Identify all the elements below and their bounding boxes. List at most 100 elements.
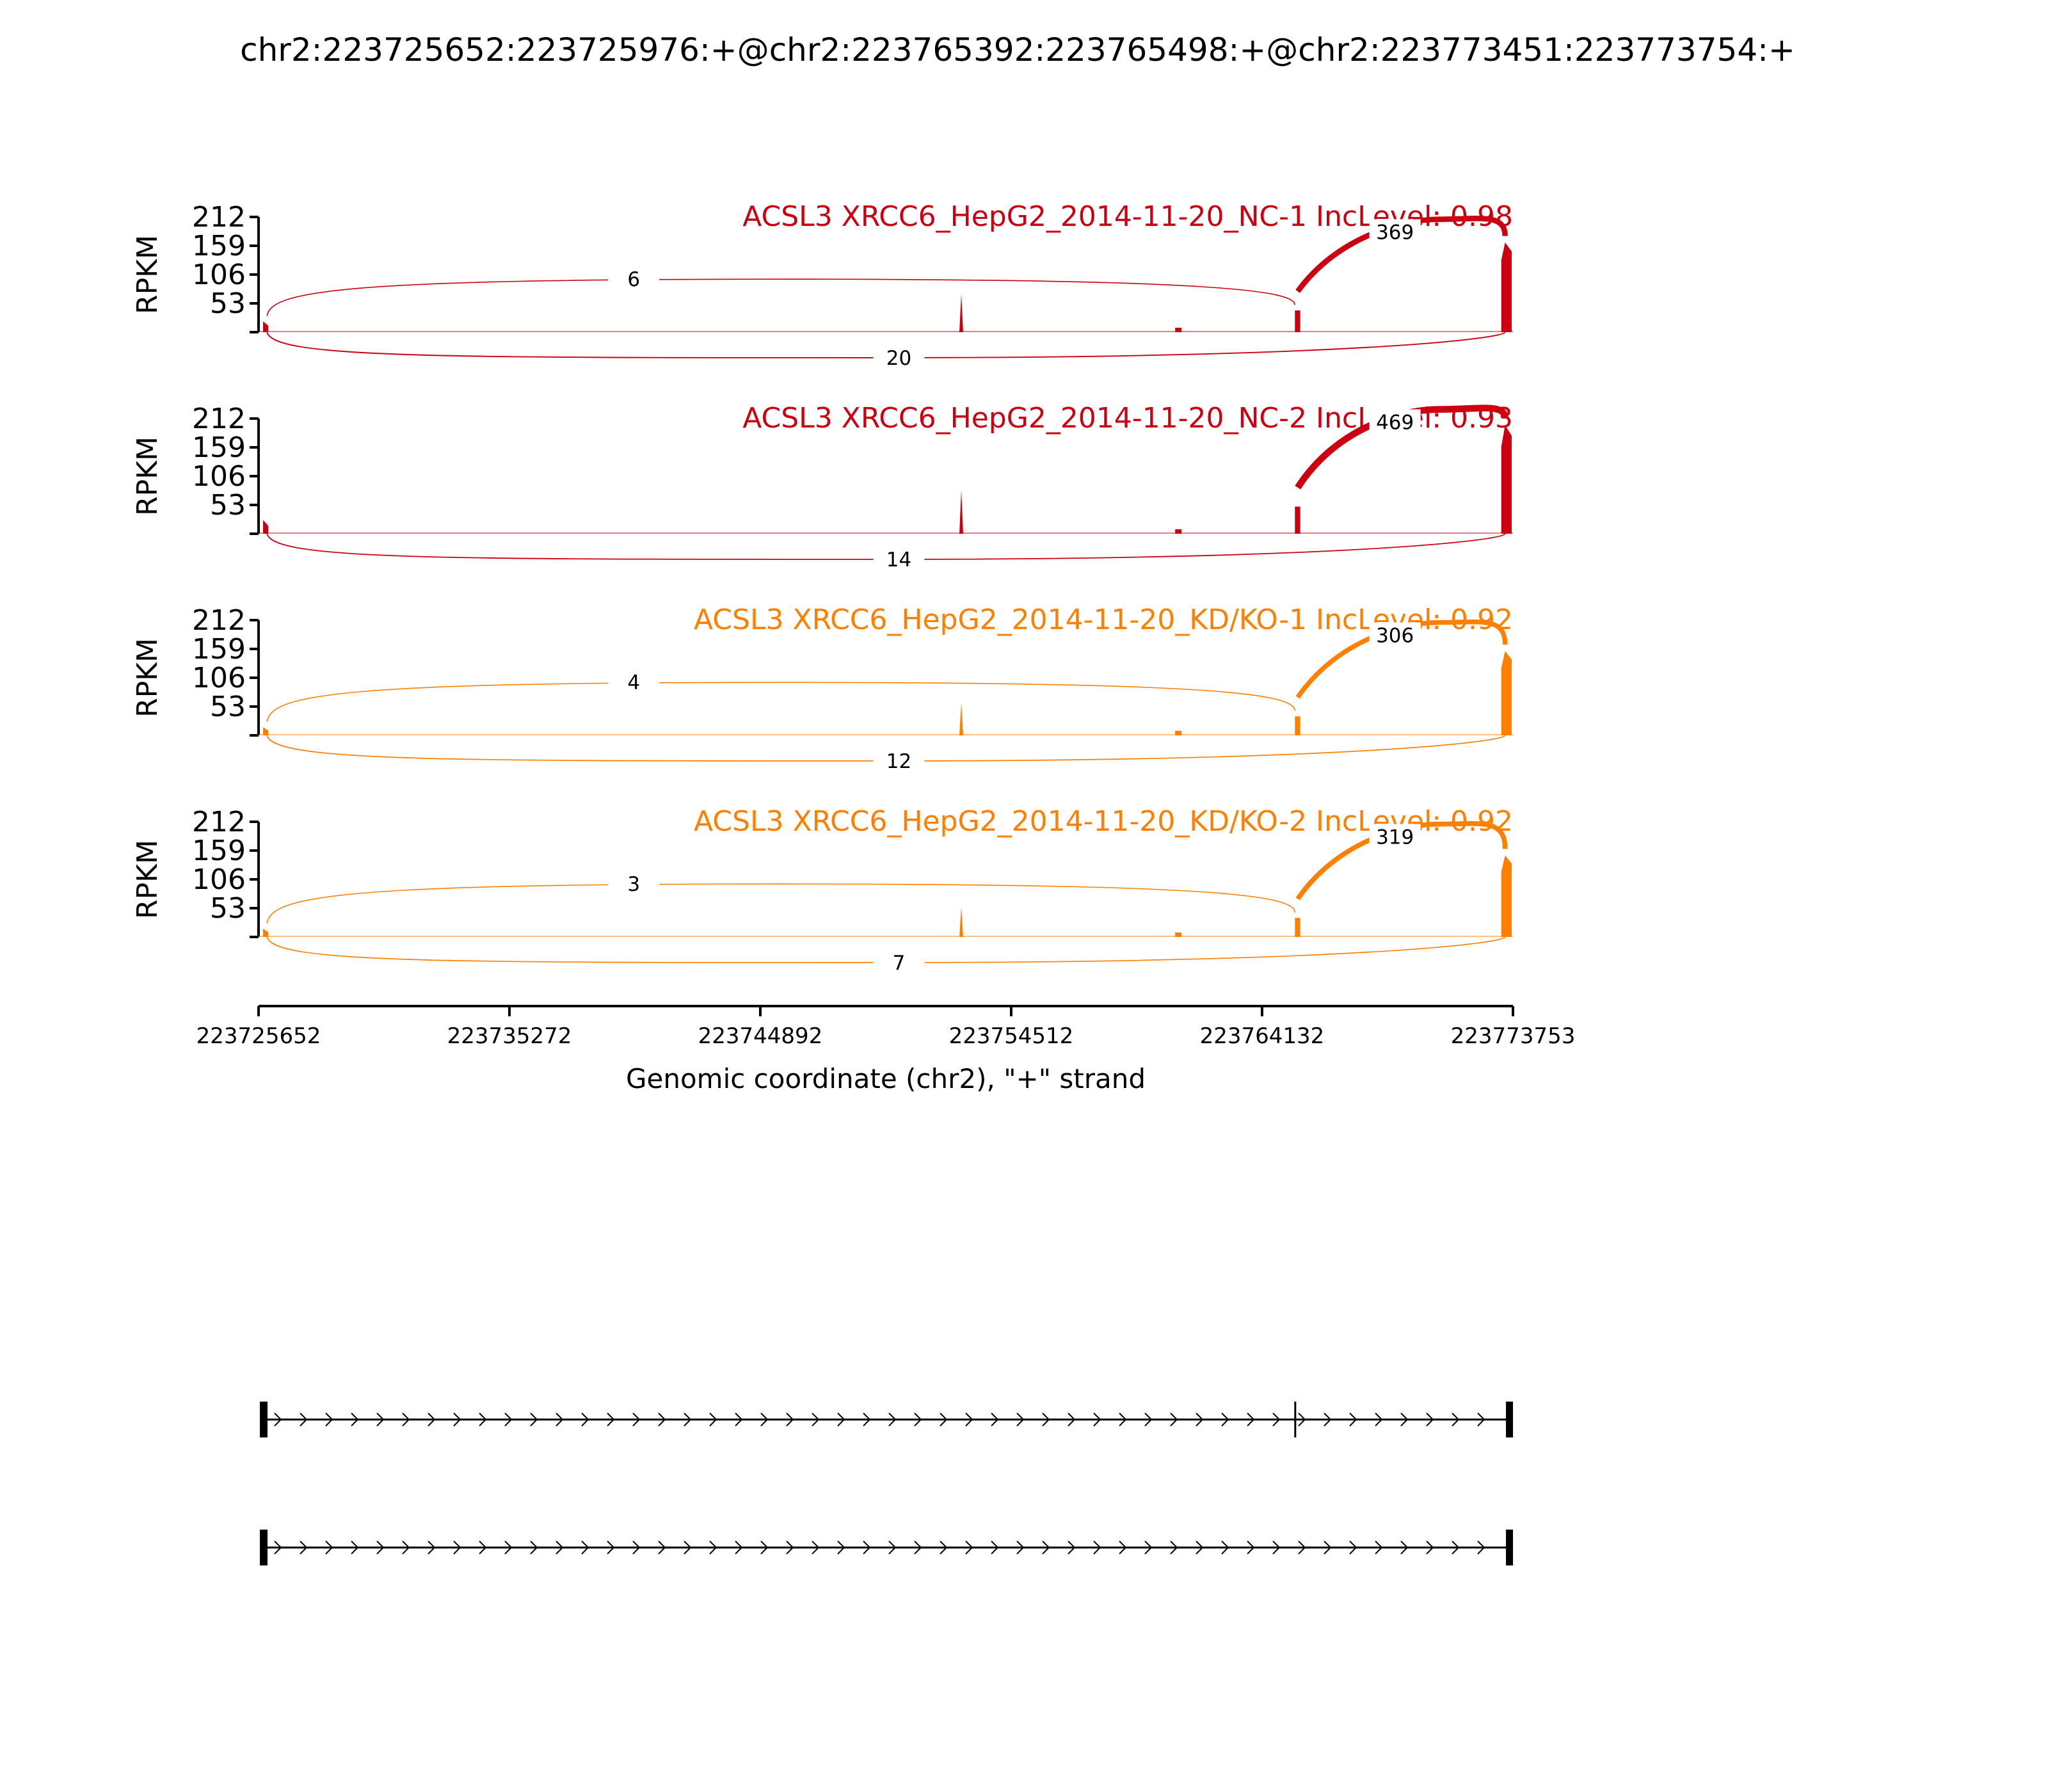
junction-label-bg <box>608 266 660 291</box>
strand-chevron <box>479 1412 487 1427</box>
coverage-exon1 <box>263 727 268 735</box>
coverage-exon2 <box>1295 716 1300 735</box>
strand-chevron <box>632 1540 641 1555</box>
strand-chevron <box>325 1540 333 1555</box>
coverage-exon2 <box>1295 310 1300 332</box>
y-axis-label: RPKM <box>131 638 164 717</box>
isoform-2 <box>260 1530 1514 1565</box>
coverage-exon2 <box>1295 918 1300 937</box>
strand-chevron <box>1144 1540 1153 1555</box>
isoform-1 <box>260 1402 1514 1437</box>
junction-arc <box>266 682 1296 722</box>
strand-chevron <box>1324 1540 1332 1555</box>
strand-chevron <box>607 1412 615 1427</box>
junction-label-bg <box>1369 824 1421 849</box>
junction-label: 7 <box>873 950 925 975</box>
strand-chevron <box>812 1540 820 1555</box>
y-tick-label: 53 <box>210 287 246 320</box>
strand-chevron <box>1170 1540 1178 1555</box>
strand-chevron <box>1068 1540 1076 1555</box>
strand-chevron <box>1016 1412 1025 1427</box>
strand-chevron <box>1042 1540 1050 1555</box>
strand-chevron <box>1068 1412 1076 1427</box>
strand-chevron <box>1093 1412 1101 1427</box>
junction-count: 369 <box>1376 221 1414 244</box>
y-axis-label: RPKM <box>131 840 164 919</box>
junction-label: 4 <box>608 669 660 694</box>
exon-block <box>260 1402 268 1437</box>
junction-count: 319 <box>1376 826 1414 849</box>
strand-chevron <box>274 1540 282 1555</box>
strand-chevron <box>300 1540 308 1555</box>
junction-count: 20 <box>886 347 911 370</box>
junction-label: 469 <box>1369 409 1421 435</box>
strand-chevron <box>709 1412 717 1427</box>
x-tick-label: 223764132 <box>1200 1023 1325 1049</box>
strand-chevron <box>1349 1412 1357 1427</box>
strand-chevron <box>1144 1412 1153 1427</box>
y-tick-label: 159 <box>192 431 246 464</box>
strand-chevron <box>581 1412 589 1427</box>
strand-chevron <box>863 1540 871 1555</box>
y-tick-label: 106 <box>192 863 246 896</box>
junction-label-bg <box>873 345 925 369</box>
strand-chevron <box>453 1540 461 1555</box>
strand-chevron <box>1400 1412 1409 1427</box>
junction-arc <box>266 883 1296 924</box>
strand-chevron <box>914 1540 922 1555</box>
strand-chevron <box>402 1540 410 1555</box>
strand-chevron <box>888 1412 897 1427</box>
y-tick-label: 53 <box>210 691 246 723</box>
junction-arc <box>1295 820 1508 900</box>
junction-count: 4 <box>627 671 640 694</box>
junction-label: 6 <box>608 266 660 291</box>
strand-chevron <box>760 1412 769 1427</box>
strand-chevron <box>325 1412 333 1427</box>
strand-chevron <box>1221 1412 1229 1427</box>
strand-chevron <box>1272 1540 1281 1555</box>
x-axis-label: Genomic coordinate (chr2), "+" strand <box>626 1063 1146 1094</box>
x-tick-label: 223725652 <box>196 1023 321 1049</box>
strand-chevron <box>1375 1412 1383 1427</box>
strand-chevron <box>300 1412 308 1427</box>
exon-block <box>1506 1530 1514 1565</box>
junction-arc <box>1295 404 1508 490</box>
y-tick-label: 159 <box>192 230 246 262</box>
strand-chevron <box>1298 1412 1306 1427</box>
coverage-exon1 <box>263 929 268 937</box>
x-tick-label: 223773753 <box>1451 1023 1576 1049</box>
strand-chevron <box>607 1540 615 1555</box>
strand-chevron <box>786 1540 794 1555</box>
junction-label-bg <box>873 547 925 571</box>
junction-label: 369 <box>1369 219 1421 244</box>
strand-chevron <box>837 1412 845 1427</box>
y-tick-label: 212 <box>192 201 246 234</box>
strand-chevron <box>376 1412 385 1427</box>
strand-chevron <box>786 1412 794 1427</box>
junction-label: 20 <box>873 345 925 370</box>
strand-chevron <box>504 1412 513 1427</box>
isoform-track <box>260 1402 1514 1565</box>
coverage-spike <box>959 703 963 735</box>
coverage-bump <box>1175 731 1182 735</box>
y-tick-label: 159 <box>192 633 246 666</box>
y-tick-label: 212 <box>192 604 246 637</box>
junction-count: 6 <box>627 268 640 291</box>
strand-chevron <box>658 1540 666 1555</box>
coverage-spike <box>959 907 963 937</box>
strand-chevron <box>402 1412 410 1427</box>
strand-chevron <box>1426 1540 1434 1555</box>
junction-arc <box>266 278 1296 316</box>
strand-chevron <box>428 1540 436 1555</box>
junction-count: 306 <box>1376 625 1414 648</box>
strand-chevron <box>1119 1540 1127 1555</box>
strand-chevron <box>351 1412 359 1427</box>
strand-chevron <box>1247 1412 1255 1427</box>
junction-label-bg <box>608 669 660 694</box>
strand-chevron <box>658 1412 666 1427</box>
strand-chevron <box>1042 1412 1050 1427</box>
strand-chevron <box>530 1412 538 1427</box>
